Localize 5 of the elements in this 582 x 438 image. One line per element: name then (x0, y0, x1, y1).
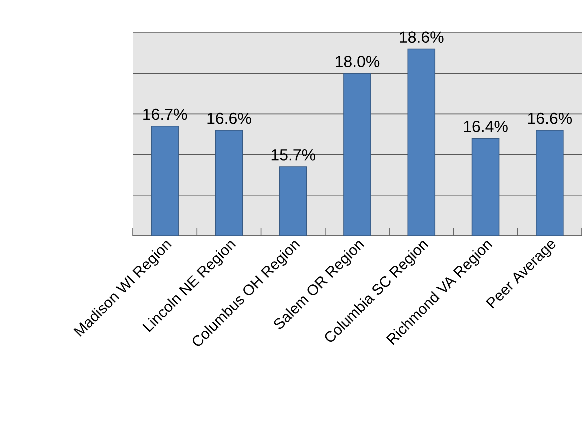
data-label: 18.6% (400, 32, 444, 44)
data-label: 16.6% (528, 112, 572, 124)
data-label: 18.0% (336, 56, 380, 68)
data-label: 16.4% (464, 121, 508, 132)
data-label: 16.6% (208, 112, 252, 124)
